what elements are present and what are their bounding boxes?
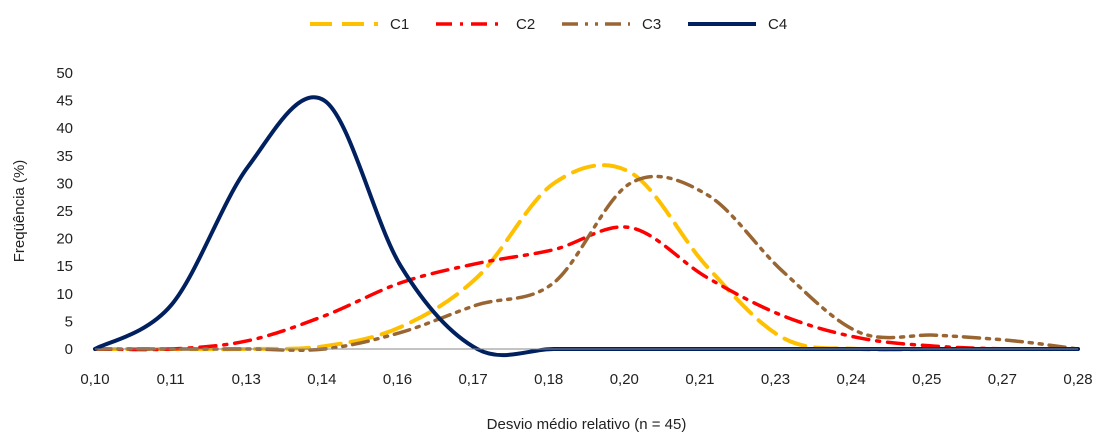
y-tick-label: 0 (65, 341, 73, 358)
x-tick-label: 0,23 (761, 371, 790, 388)
x-tick-label: 0,14 (307, 371, 336, 388)
legend-label-c4: C4 (768, 16, 787, 33)
y-tick-label: 50 (56, 65, 73, 82)
y-tick-label: 40 (56, 120, 73, 137)
series-line-c2 (93, 225, 1080, 352)
x-axis-ticks: 0,10 0,11 0,13 0,14 0,16 0,17 0,18 0,20 0,21 0,23… (80, 371, 1092, 388)
y-tick-label: 20 (56, 231, 73, 248)
x-tick-label: 0,25 (912, 371, 941, 388)
legend-label-c1: C1 (390, 16, 409, 33)
x-tick-label: 0,18 (534, 371, 563, 388)
legend: C1 C2 C3 C4 (310, 16, 787, 33)
x-tick-label: 0,10 (80, 371, 109, 388)
x-tick-label: 0,24 (837, 371, 866, 388)
y-tick-label: 30 (56, 175, 73, 192)
y-tick-label: 25 (56, 203, 73, 220)
x-tick-label: 0,27 (988, 371, 1017, 388)
series-layer (93, 95, 1080, 358)
y-tick-label: 15 (56, 258, 73, 275)
x-tick-label: 0,17 (458, 371, 487, 388)
y-tick-label: 10 (56, 286, 73, 303)
y-tick-label: 35 (56, 148, 73, 165)
x-axis-label: Desvio médio relativo (n = 45) (487, 416, 687, 433)
y-axis-label: Freqüência (%) (11, 160, 28, 263)
x-tick-label: 0,16 (383, 371, 412, 388)
x-tick-label: 0,21 (685, 371, 714, 388)
series-line-c4 (93, 95, 1080, 358)
x-tick-label: 0,20 (610, 371, 639, 388)
y-tick-label: 45 (56, 93, 73, 110)
legend-label-c3: C3 (642, 16, 661, 33)
x-tick-label: 0,11 (157, 371, 185, 388)
series-line-c3 (93, 174, 1080, 352)
legend-label-c2: C2 (516, 16, 535, 33)
x-tick-label: 0,13 (232, 371, 261, 388)
series-line-c1 (93, 163, 1080, 352)
y-tick-label: 5 (65, 313, 73, 330)
x-tick-label: 0,28 (1063, 371, 1092, 388)
y-axis-ticks: 0 5 10 15 20 25 30 35 40 45 50 (56, 65, 73, 358)
